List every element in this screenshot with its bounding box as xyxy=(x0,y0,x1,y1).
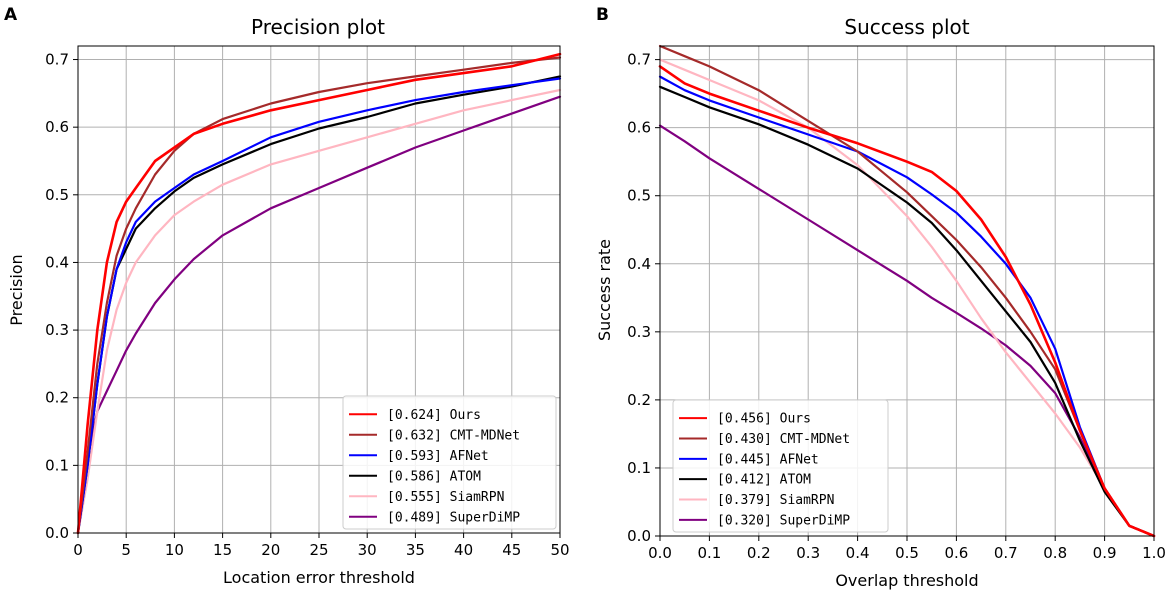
precision-legend-label: [0.624] Ours xyxy=(387,408,481,423)
precision-y-tick-label: 0.3 xyxy=(45,321,69,339)
success-x-axis-label: Overlap threshold xyxy=(835,571,978,590)
success-series xyxy=(658,44,1156,538)
success-y-tick-label: 0.5 xyxy=(627,187,651,205)
precision-x-tick-label: 40 xyxy=(454,541,473,559)
success-x-tick-label: 0.8 xyxy=(1043,544,1067,562)
success-y-tick-label: 0.4 xyxy=(627,255,651,273)
success-x-tick-label: 0.3 xyxy=(796,544,820,562)
precision-x-tick-label: 5 xyxy=(121,541,131,559)
precision-x-tick-label: 25 xyxy=(309,541,328,559)
success-y-tick-label: 0.1 xyxy=(627,459,651,477)
success-legend-label: [0.320] SuperDiMP xyxy=(717,513,850,528)
precision-chart: A Precision plot 0 5 10 15 20 25 30 35 40 45 50 0.… xyxy=(4,5,570,587)
success-legend-label: [0.412] ATOM xyxy=(717,473,811,488)
success-series-line-ours xyxy=(658,65,1156,538)
precision-y-tick-label: 0.6 xyxy=(45,118,69,136)
success-series-line-superdimp xyxy=(658,124,1156,538)
success-series-line-siamrpn xyxy=(658,58,1156,538)
success-x-tick-label: 0.1 xyxy=(697,544,721,562)
success-legend-label: [0.430] CMT-MDNet xyxy=(717,432,850,447)
precision-legend-label: [0.632] CMT-MDNet xyxy=(387,428,520,443)
precision-x-tick-label: 15 xyxy=(213,541,232,559)
precision-legend-label: [0.555] SiamRPN xyxy=(387,490,504,505)
precision-legend-label: [0.593] AFNet xyxy=(387,449,489,464)
success-y-tick-label: 0.6 xyxy=(627,119,651,137)
precision-series-line-siamrpn xyxy=(76,88,562,535)
success-x-ticks: 0.0 0.1 0.2 0.3 0.4 0.5 0.6 0.7 0.8 0.9 1.0 xyxy=(648,536,1166,562)
success-y-tick-label: 0.7 xyxy=(627,51,651,69)
precision-x-tick-label: 0 xyxy=(73,541,83,559)
precision-x-axis-label: Location error threshold xyxy=(223,568,415,587)
precision-legend-box xyxy=(342,395,557,530)
precision-series-line-ours xyxy=(76,52,562,535)
success-y-ticks: 0.0 0.1 0.2 0.3 0.4 0.5 0.6 0.7 xyxy=(627,51,660,545)
precision-legend-label: [0.586] ATOM xyxy=(387,469,481,484)
precision-x-tick-label: 10 xyxy=(165,541,184,559)
precision-y-tick-label: 0.7 xyxy=(45,51,69,69)
precision-x-tick-label: 50 xyxy=(550,541,569,559)
success-y-tick-label: 0.3 xyxy=(627,323,651,341)
precision-y-tick-label: 0.1 xyxy=(45,456,69,474)
precision-y-tick-label: 0.2 xyxy=(45,389,69,407)
precision-legend-label: [0.489] SuperDiMP xyxy=(387,510,520,525)
success-chart-title: Success plot xyxy=(844,15,969,39)
precision-chart-title: Precision plot xyxy=(251,15,385,39)
success-y-tick-label: 0.2 xyxy=(627,391,651,409)
precision-series xyxy=(76,52,562,535)
success-legend-label: [0.379] SiamRPN xyxy=(717,493,834,508)
success-x-tick-label: 0.9 xyxy=(1093,544,1117,562)
panel-label-b: B xyxy=(596,5,609,25)
precision-x-tick-label: 35 xyxy=(406,541,425,559)
precision-legend: [0.624] Ours [0.632] CMT-MDNet [0.593] AFN… xyxy=(342,395,557,530)
success-legend: [0.456] Ours [0.430] CMT-MDNet [0.445] AFN… xyxy=(672,399,889,533)
precision-x-tick-label: 30 xyxy=(358,541,377,559)
success-x-tick-label: 1.0 xyxy=(1142,544,1166,562)
precision-y-tick-label: 0.5 xyxy=(45,186,69,204)
success-y-axis-label: Success rate xyxy=(595,239,614,341)
precision-x-ticks: 0 5 10 15 20 25 30 35 40 45 50 xyxy=(73,533,570,559)
precision-series-line-cmt-mdnet xyxy=(76,56,562,535)
precision-y-tick-label: 0.0 xyxy=(45,524,69,542)
panel-label-a: A xyxy=(4,5,18,25)
success-legend-label: [0.456] Ours xyxy=(717,412,811,427)
precision-series-line-afnet xyxy=(76,77,562,535)
success-legend-box xyxy=(672,399,889,533)
success-y-tick-label: 0.0 xyxy=(627,527,651,545)
precision-y-tick-label: 0.4 xyxy=(45,253,69,271)
success-chart: B Success plot 0.0 0.1 0.2 0.3 0.4 0.5 0.6 0.7 0… xyxy=(595,5,1166,590)
precision-y-ticks: 0.0 0.1 0.2 0.3 0.4 0.5 0.6 0.7 xyxy=(45,51,78,542)
success-x-tick-label: 0.4 xyxy=(846,544,870,562)
precision-x-tick-label: 45 xyxy=(502,541,521,559)
success-legend-label: [0.445] AFNet xyxy=(717,452,819,467)
precision-y-axis-label: Precision xyxy=(7,254,26,325)
precision-x-tick-label: 20 xyxy=(261,541,280,559)
success-x-tick-label: 0.7 xyxy=(994,544,1018,562)
success-x-tick-label: 0.5 xyxy=(895,544,919,562)
success-series-line-atom xyxy=(658,85,1156,538)
success-x-tick-label: 0.2 xyxy=(747,544,771,562)
precision-series-line-superdimp xyxy=(76,95,562,535)
success-x-tick-label: 0.6 xyxy=(944,544,968,562)
success-x-tick-label: 0.0 xyxy=(648,544,672,562)
